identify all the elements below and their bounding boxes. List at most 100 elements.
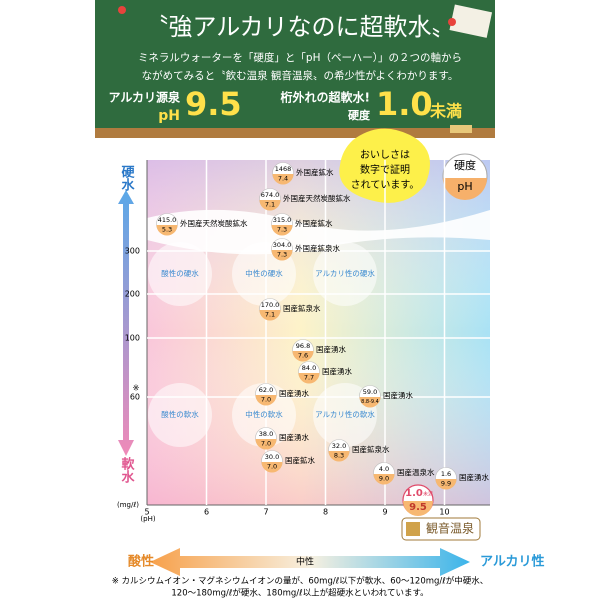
point-ph bbox=[255, 439, 277, 450]
bubble-text: 数字で証明 bbox=[360, 163, 410, 176]
x-unit: (pH) bbox=[140, 515, 155, 523]
badge-unit: 硬度 bbox=[348, 108, 371, 122]
point-ph bbox=[373, 474, 395, 485]
point-name: 国産鉱水 bbox=[285, 455, 315, 465]
ph-bar: 酸性 中性 アルカリ性 ※ カルシウムイオン・マグネシウムイオンの量が、60mg… bbox=[112, 548, 544, 599]
intro: ながめてみると〝飲む温泉 観音温泉〟の希少性がよくわかります。 bbox=[142, 69, 459, 82]
point-ph-label: 8.3 bbox=[334, 452, 344, 460]
header: 〝強アルカリなのに超軟水〟 ミネラルウォーターを「硬度」と「pH（ペーハー）」の… bbox=[0, 0, 600, 145]
point-ph bbox=[328, 451, 350, 462]
point-ph-label: 7.0 bbox=[261, 396, 271, 404]
badge-unit: pH bbox=[158, 108, 180, 124]
logo-icon bbox=[406, 522, 420, 536]
point-ph-label: 7.0 bbox=[261, 440, 271, 448]
eraser bbox=[450, 125, 472, 133]
point-ph-label: 7.3 bbox=[277, 226, 287, 234]
region bbox=[232, 383, 296, 447]
highlight-hardness: 1.0 bbox=[405, 488, 423, 499]
point-hardness: 315.0 bbox=[273, 216, 292, 224]
point-name: 外国産鉱水 bbox=[296, 167, 334, 177]
badge-value: 9.5 bbox=[185, 85, 242, 123]
region bbox=[148, 242, 212, 306]
chalk-tray bbox=[95, 128, 495, 138]
region-label: アルカリ性の軟水 bbox=[315, 409, 375, 419]
x-tick-label: 6 bbox=[204, 508, 209, 517]
axis-break bbox=[147, 209, 490, 255]
bubble-text: されています。 bbox=[351, 179, 420, 191]
point-hardness: 32.0 bbox=[332, 442, 346, 450]
point-hardness: 415.0 bbox=[158, 216, 177, 224]
point-name: 国産鉱泉水 bbox=[352, 444, 390, 454]
footnote: ※ カルシウムイオン・マグネシウムイオンの量が、60mg/ℓ以下が軟水、60～1… bbox=[112, 576, 489, 587]
highlight-ph bbox=[403, 501, 433, 516]
y-arrow bbox=[118, 190, 134, 456]
point-name: 国産湧水 bbox=[459, 472, 489, 482]
hard-label: 硬水 bbox=[119, 165, 135, 192]
y-tick-label: 100 bbox=[125, 334, 140, 343]
point-ph-label: 9.9 bbox=[441, 480, 451, 488]
point-ph bbox=[261, 462, 283, 473]
pin bbox=[448, 18, 456, 26]
pin bbox=[118, 6, 126, 14]
point-hardness: 59.0 bbox=[363, 388, 377, 396]
point-name: 国産湧水 bbox=[383, 390, 413, 400]
point-ph bbox=[156, 225, 178, 236]
badge-suffix: 未満 bbox=[429, 102, 462, 121]
note bbox=[449, 4, 493, 38]
legend-top: 硬度 bbox=[454, 158, 476, 172]
point-name: 国産温泉水 bbox=[397, 467, 435, 477]
point-ph-label: 7.0 bbox=[267, 463, 277, 471]
point-ph bbox=[259, 200, 281, 211]
point-hardness: 96.8 bbox=[296, 342, 310, 350]
x-tick-label: 7 bbox=[263, 508, 268, 517]
soft-label: 軟水 bbox=[119, 456, 135, 484]
point-ph bbox=[255, 395, 277, 406]
point-ph-label: 5.3 bbox=[162, 226, 172, 234]
point-ph-label: 7.1 bbox=[265, 311, 275, 319]
point-ph bbox=[272, 174, 294, 185]
region bbox=[313, 242, 377, 306]
y-tick-label: 200 bbox=[125, 290, 140, 299]
point-ph-label: 7.4 bbox=[278, 175, 288, 183]
region-label: 酸性の軟水 bbox=[161, 409, 199, 419]
point-hardness: 38.0 bbox=[259, 430, 273, 438]
point-hardness: 1.6 bbox=[441, 470, 451, 478]
y-tick-label: 60 bbox=[130, 393, 140, 402]
point-ph bbox=[271, 250, 293, 261]
note-mark: ※ bbox=[133, 384, 140, 393]
footnote: 120～180mg/ℓが硬水、180mg/ℓ以上が超硬水といわれています。 bbox=[171, 588, 428, 599]
point-name: 外国産天然炭酸鉱水 bbox=[283, 193, 351, 203]
badge-label: アルカリ源泉 bbox=[108, 90, 181, 105]
x-tick-label: 10 bbox=[439, 508, 449, 517]
neutral-label: 中性 bbox=[296, 556, 314, 568]
point-ph bbox=[259, 310, 281, 321]
chart: 硬度 pH 硬水 軟水 ※ (mg/ℓ) (pH) bbox=[117, 128, 490, 541]
x-tick-label: 8 bbox=[323, 508, 328, 517]
x-tick-label: 9 bbox=[382, 508, 387, 517]
point-ph-label: 9.0 bbox=[379, 475, 389, 483]
intro: ミネラルウォーターを「硬度」と「pH（ペーハー）」の２つの軸から bbox=[138, 51, 462, 64]
region-label: アルカリ性の硬水 bbox=[315, 268, 375, 278]
point-ph-label: 7.3 bbox=[277, 251, 287, 259]
y-tick-label: 300 bbox=[125, 247, 140, 256]
point-hardness: 170.0 bbox=[261, 301, 280, 309]
y-unit: (mg/ℓ) bbox=[117, 501, 139, 509]
region bbox=[148, 383, 212, 447]
badge-value: 1.0 bbox=[376, 85, 433, 123]
badge-label: 桁外れの超軟水! bbox=[281, 90, 370, 105]
x-tick-label: 5 bbox=[144, 508, 149, 517]
point-ph-label: 7.6 bbox=[298, 352, 308, 360]
point-ph bbox=[435, 479, 457, 490]
region-label: 酸性の硬水 bbox=[161, 268, 199, 278]
point-hardness: 30.0 bbox=[265, 453, 279, 461]
point-hardness: 1468 bbox=[275, 165, 292, 173]
point-ph bbox=[359, 397, 381, 408]
point-hardness: 304.0 bbox=[273, 241, 292, 249]
alkali-label: アルカリ性 bbox=[480, 554, 544, 570]
point-name: 外国産天然炭酸鉱水 bbox=[180, 218, 248, 228]
point-hardness: 674.0 bbox=[261, 191, 280, 199]
point-ph-label: 7.1 bbox=[265, 201, 275, 209]
point-name: 外国産鉱水 bbox=[295, 218, 333, 228]
chalkboard bbox=[95, 0, 495, 128]
